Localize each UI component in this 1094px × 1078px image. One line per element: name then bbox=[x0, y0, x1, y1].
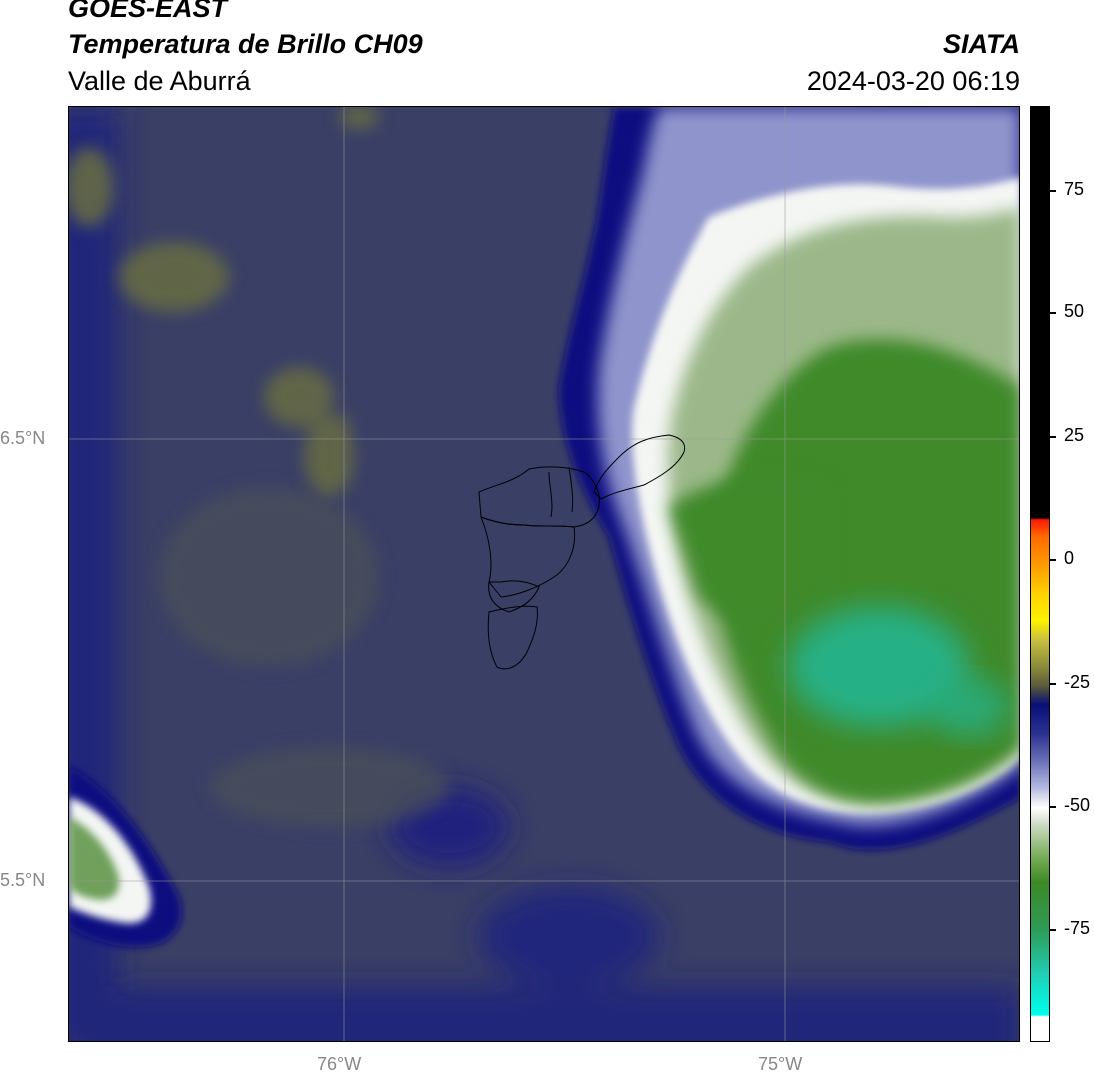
colorbar-tick-neg75 bbox=[1050, 929, 1056, 931]
cloud-teal-top bbox=[789, 607, 969, 727]
colorbar-tick-neg25 bbox=[1050, 683, 1056, 685]
colorbar-tick-50 bbox=[1050, 312, 1056, 314]
colorbar bbox=[1030, 106, 1050, 1042]
cloud-green-core-2 bbox=[669, 476, 829, 636]
lat-label-6.5n: 6.5°N bbox=[0, 428, 46, 448]
timestamp-label: 2024-03-20 06:19 bbox=[806, 66, 1020, 96]
colorbar-tick-neg50 bbox=[1050, 806, 1056, 808]
colorbar-label-0: 0 bbox=[1064, 548, 1075, 568]
municipality-boundary-center bbox=[480, 516, 576, 598]
lon-label-76w: 76°W bbox=[317, 1054, 362, 1074]
olive-patch-5 bbox=[339, 107, 379, 129]
colorbar-tick-75 bbox=[1050, 190, 1056, 192]
olive-patch-nw bbox=[69, 147, 114, 227]
colorbar-label-75: 75 bbox=[1064, 179, 1085, 199]
colorbar-tick-25 bbox=[1050, 436, 1056, 438]
satellite-title: GOES-EAST bbox=[68, 0, 228, 23]
colorbar-label-50: 50 bbox=[1064, 301, 1085, 321]
colorbar-tick-0 bbox=[1050, 559, 1056, 561]
south-edge-cold bbox=[69, 987, 1019, 1041]
organization-label: SIATA bbox=[943, 29, 1020, 59]
colorbar-label-25: 25 bbox=[1064, 425, 1085, 445]
olive-patch-2 bbox=[264, 367, 334, 427]
brightness-temperature-map bbox=[68, 106, 1020, 1042]
municipality-boundary-east bbox=[593, 434, 686, 500]
sw-cloud-green bbox=[69, 817, 120, 900]
colorbar-label-neg75: -75 bbox=[1064, 918, 1091, 938]
cloud-teal-top-2 bbox=[929, 677, 1009, 737]
lon-label-75w: 75°W bbox=[758, 1054, 803, 1074]
lat-label-5.5n: 5.5°N bbox=[0, 870, 46, 890]
municipality-boundary-mid bbox=[488, 580, 540, 613]
olive-patch-4 bbox=[327, 415, 351, 439]
warm-patch-center bbox=[159, 487, 379, 667]
olive-patch-1 bbox=[119, 242, 229, 312]
colorbar-label-neg50: -50 bbox=[1064, 795, 1091, 815]
product-title: Temperatura de Brillo CH09 bbox=[68, 29, 423, 59]
warm-patch-south bbox=[209, 747, 449, 827]
colorbar-label-neg25: -25 bbox=[1064, 672, 1091, 692]
cold-patch-s bbox=[479, 887, 659, 987]
region-label: Valle de Aburrá bbox=[68, 66, 251, 96]
municipality-boundary-south bbox=[487, 605, 538, 670]
municipality-boundary-inner bbox=[548, 466, 574, 518]
